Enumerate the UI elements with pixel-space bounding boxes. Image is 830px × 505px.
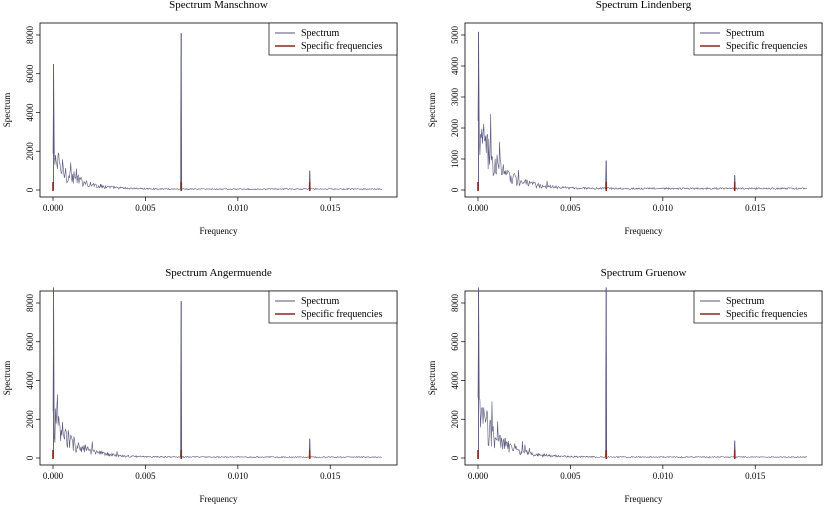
- y-tick-label: 1000: [450, 150, 460, 169]
- plot-frame: [39, 290, 398, 466]
- y-tick-label: 3000: [450, 88, 460, 107]
- chart-title: Spectrum Lindenberg: [596, 0, 692, 11]
- legend-label-specific: Specific frequencies: [301, 309, 382, 320]
- y-tick-label: 6000: [25, 64, 35, 83]
- x-tick-label: 0.010: [228, 203, 249, 213]
- legend-label-specific: Specific frequencies: [726, 41, 807, 52]
- x-axis-label: Frequency: [200, 226, 238, 236]
- legend-label-spectrum: Spectrum: [726, 28, 765, 39]
- y-axis-label: Spectrum: [427, 361, 437, 396]
- spectrum-line: [477, 287, 808, 459]
- spectrum-line: [52, 33, 383, 191]
- x-axis-label: Frequency: [625, 226, 663, 236]
- y-tick-label: 2000: [25, 410, 35, 429]
- y-tick-label: 4000: [25, 103, 35, 122]
- chart-title: Spectrum Angermuende: [165, 267, 272, 279]
- y-tick-label: 0: [25, 187, 35, 192]
- chart-title: Spectrum Manschnow: [169, 0, 268, 11]
- legend-box: [268, 22, 398, 56]
- chart-legend: Spectrum Specific frequencies: [268, 290, 398, 324]
- legend-label-spectrum: Spectrum: [726, 296, 765, 307]
- y-axis-label: Spectrum: [2, 93, 12, 128]
- x-tick-label: 0.015: [745, 471, 766, 481]
- chart-panel: Spectrum Manschnow 0 2000 4000 6000 8000 0.000…: [2, 0, 398, 236]
- y-tick-label: 0: [450, 187, 460, 192]
- y-tick-label: 2000: [450, 119, 460, 138]
- chart-panel: Spectrum Lindenberg 0 1000 2000 3000 4000 5000…: [427, 0, 823, 236]
- plot-frame: [39, 22, 398, 198]
- spectrum-line: [52, 287, 382, 459]
- y-tick-label: 5000: [450, 26, 460, 45]
- x-tick-label: 0.000: [468, 203, 489, 213]
- y-tick-label: 8000: [450, 294, 460, 313]
- x-tick-label: 0.015: [320, 471, 341, 481]
- y-tick-label: 4000: [450, 371, 460, 390]
- y-tick-label: 8000: [25, 26, 35, 45]
- x-axis-label: Frequency: [200, 494, 238, 504]
- legend-label-spectrum: Spectrum: [301, 28, 340, 39]
- legend-label-specific: Specific frequencies: [726, 309, 807, 320]
- y-tick-label: 6000: [25, 332, 35, 351]
- y-tick-label: 2000: [25, 142, 35, 161]
- x-tick-label: 0.005: [135, 471, 156, 481]
- legend-label-spectrum: Spectrum: [301, 296, 340, 307]
- x-tick-label: 0.000: [468, 471, 489, 481]
- x-tick-label: 0.010: [653, 203, 674, 213]
- x-tick-label: 0.010: [228, 471, 249, 481]
- y-tick-label: 8000: [25, 294, 35, 313]
- legend-label-specific: Specific frequencies: [301, 41, 382, 52]
- x-tick-label: 0.000: [43, 471, 64, 481]
- y-tick-label: 6000: [450, 332, 460, 351]
- spectrum-line: [477, 31, 808, 191]
- legend-box: [693, 22, 823, 56]
- chart-title: Spectrum Gruenow: [601, 267, 687, 279]
- x-tick-label: 0.015: [745, 203, 766, 213]
- y-tick-label: 4000: [450, 57, 460, 76]
- x-tick-label: 0.005: [135, 203, 156, 213]
- y-tick-label: 4000: [25, 371, 35, 390]
- legend-box: [693, 290, 823, 324]
- chart-legend: Spectrum Specific frequencies: [268, 22, 398, 56]
- y-tick-label: 0: [25, 455, 35, 460]
- plot-frame: [464, 22, 823, 198]
- x-tick-label: 0.015: [320, 203, 341, 213]
- x-axis-label: Frequency: [625, 494, 663, 504]
- plot-frame: [464, 290, 823, 466]
- chart-panel: Spectrum Gruenow 0 2000 4000 6000 8000 0.000 0.…: [427, 267, 823, 504]
- chart-panel: Spectrum Angermuende 0 2000 4000 6000 8000 0.0…: [2, 267, 398, 504]
- y-axis-label: Spectrum: [427, 93, 437, 128]
- x-tick-label: 0.010: [653, 471, 674, 481]
- y-tick-label: 2000: [450, 410, 460, 429]
- chart-legend: Spectrum Specific frequencies: [693, 290, 823, 324]
- x-tick-label: 0.005: [560, 203, 581, 213]
- y-tick-label: 0: [450, 455, 460, 460]
- chart-legend: Spectrum Specific frequencies: [693, 22, 823, 56]
- x-tick-label: 0.000: [43, 203, 64, 213]
- x-tick-label: 0.005: [560, 471, 581, 481]
- y-axis-label: Spectrum: [2, 361, 12, 396]
- legend-box: [268, 290, 398, 324]
